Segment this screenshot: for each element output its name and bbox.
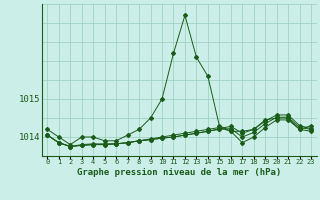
- X-axis label: Graphe pression niveau de la mer (hPa): Graphe pression niveau de la mer (hPa): [77, 168, 281, 177]
